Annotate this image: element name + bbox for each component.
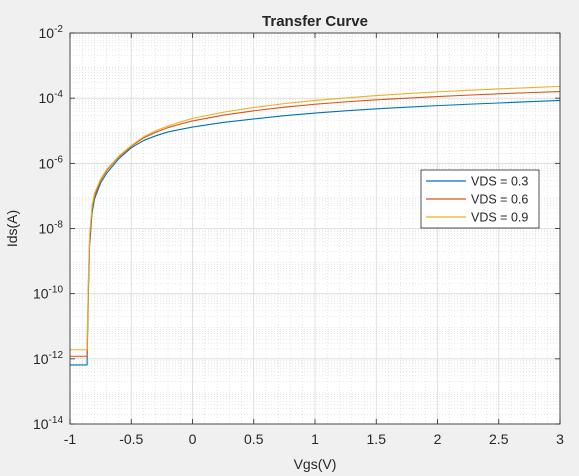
x-tick-label: 0 (189, 431, 197, 447)
x-tick-label: 2.5 (489, 431, 509, 447)
y-tick-label: 10-4 (39, 89, 64, 106)
y-tick-label: 10-8 (39, 220, 64, 237)
legend-label-2: VDS = 0.6 (471, 193, 528, 207)
x-tick-label: -1 (64, 431, 77, 447)
legend-label-1: VDS = 0.3 (471, 175, 528, 189)
x-tick-label: -0.5 (119, 431, 143, 447)
y-tick-label: 10-12 (33, 350, 63, 367)
grid-lines (69, 32, 561, 425)
x-axis-label: Vgs(V) (294, 456, 337, 472)
y-tick-label: 10-6 (39, 154, 64, 171)
y-tick-label: 10-14 (33, 415, 63, 432)
y-tick-label: 10-2 (39, 24, 64, 41)
axis-ticks (69, 32, 561, 425)
x-tick-labels: -1 -0.5 0 0.5 1 1.5 2 2.5 3 (64, 431, 564, 447)
legend[interactable]: VDS = 0.3 VDS = 0.6 VDS = 0.9 (420, 169, 540, 229)
x-tick-label: 1 (311, 431, 319, 447)
x-tick-label: 2 (434, 431, 442, 447)
y-axis-label: Ids(A) (4, 210, 20, 247)
y-tick-label: 10-10 (33, 285, 63, 302)
legend-label-3: VDS = 0.9 (471, 211, 528, 225)
x-tick-label: 1.5 (367, 431, 387, 447)
x-tick-label: 3 (556, 431, 564, 447)
series-lines (70, 85, 561, 366)
series-line-3 (70, 85, 561, 351)
chart-title: Transfer Curve (262, 13, 368, 30)
y-tick-labels: 10-2 10-4 10-6 10-8 10-10 10-12 10-14 (33, 24, 63, 432)
x-tick-label: 0.5 (244, 431, 264, 447)
